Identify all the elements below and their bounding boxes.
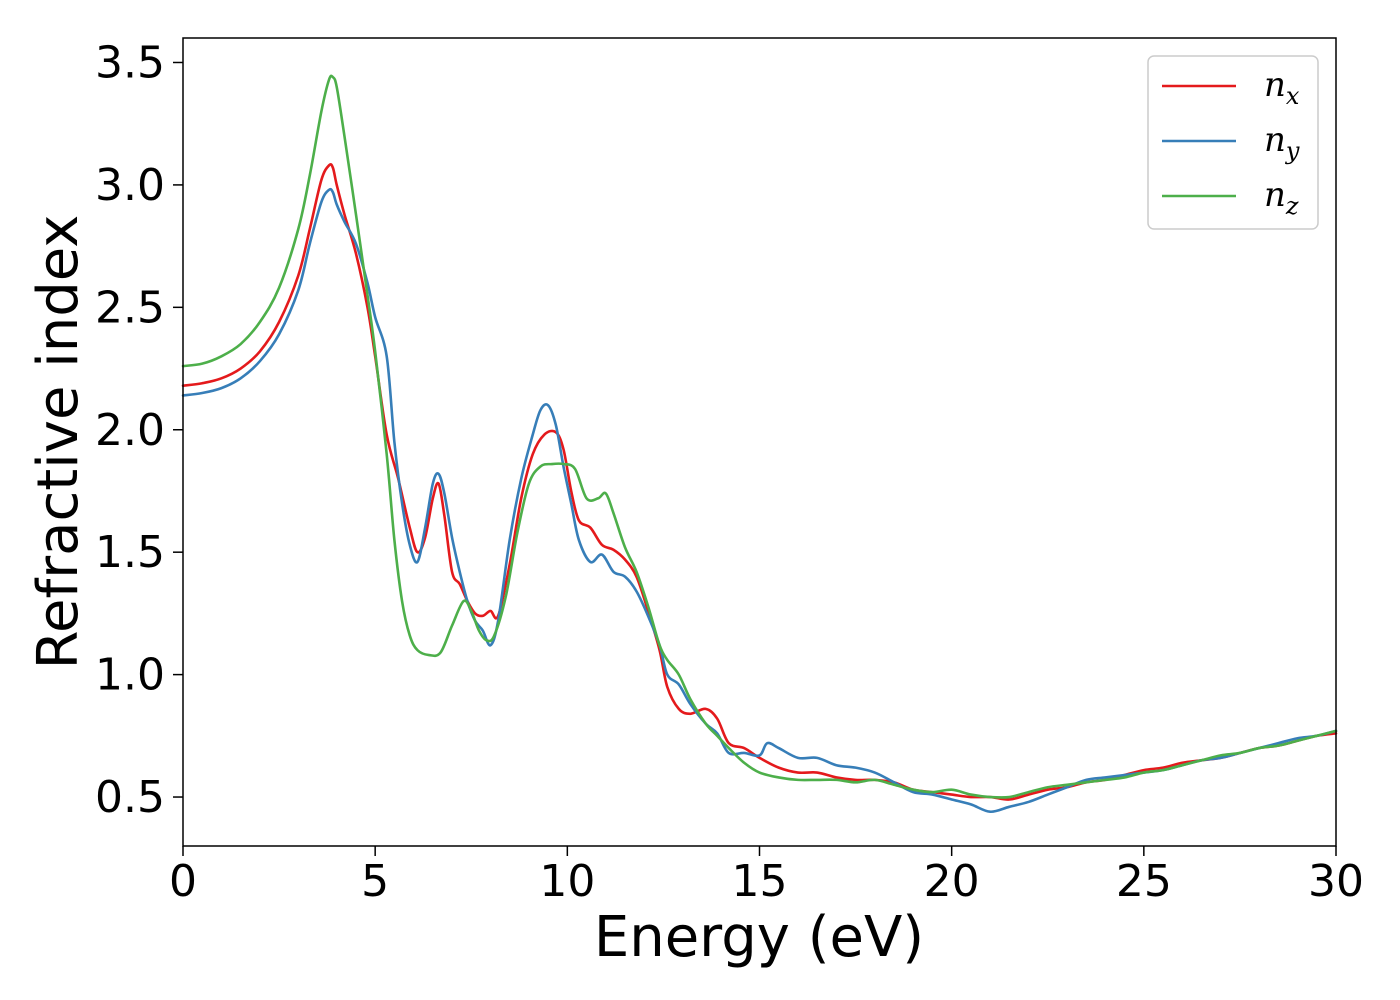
x-tick-label: 20	[924, 856, 980, 907]
y-tick-label: 0.5	[95, 772, 165, 823]
y-axis-label: Refractive index	[26, 215, 91, 670]
x-tick-label: 0	[169, 856, 197, 907]
x-tick-label: 25	[1116, 856, 1172, 907]
legend-label-nx: nx	[1264, 65, 1300, 110]
series-line-nx	[181, 163, 1338, 801]
x-axis: 0 5 10 15 20 25 30	[169, 846, 1364, 907]
legend-label-subscript: x	[1286, 82, 1300, 110]
x-tick-label: 30	[1308, 856, 1364, 907]
x-axis-label: Energy (eV)	[594, 905, 924, 970]
legend-label-main: n	[1264, 65, 1286, 105]
legend-label-subscript: y	[1285, 137, 1300, 165]
y-tick-label: 2.0	[95, 405, 165, 456]
series-line-nz	[181, 74, 1338, 799]
y-tick-label: 2.5	[95, 282, 165, 333]
legend-label-main: n	[1264, 120, 1286, 160]
x-tick-label: 10	[539, 856, 595, 907]
y-tick-label: 3.0	[95, 160, 165, 211]
legend-label-nz: nz	[1264, 175, 1299, 220]
y-tick-label: 3.5	[95, 37, 165, 88]
series-line-ny	[181, 187, 1338, 814]
legend-label-main: n	[1264, 175, 1286, 215]
x-tick-label: 15	[732, 856, 788, 907]
y-tick-label: 1.5	[95, 527, 165, 578]
legend-box	[1147, 55, 1319, 230]
x-tick-label: 5	[361, 856, 389, 907]
legend-label-subscript: z	[1285, 192, 1299, 220]
y-axis: 0.5 1.0 1.5 2.0 2.5 3.0 3.5	[95, 37, 183, 823]
y-tick-label: 1.0	[95, 650, 165, 701]
plot-lines	[181, 74, 1338, 814]
legend-label-ny: ny	[1264, 120, 1300, 165]
